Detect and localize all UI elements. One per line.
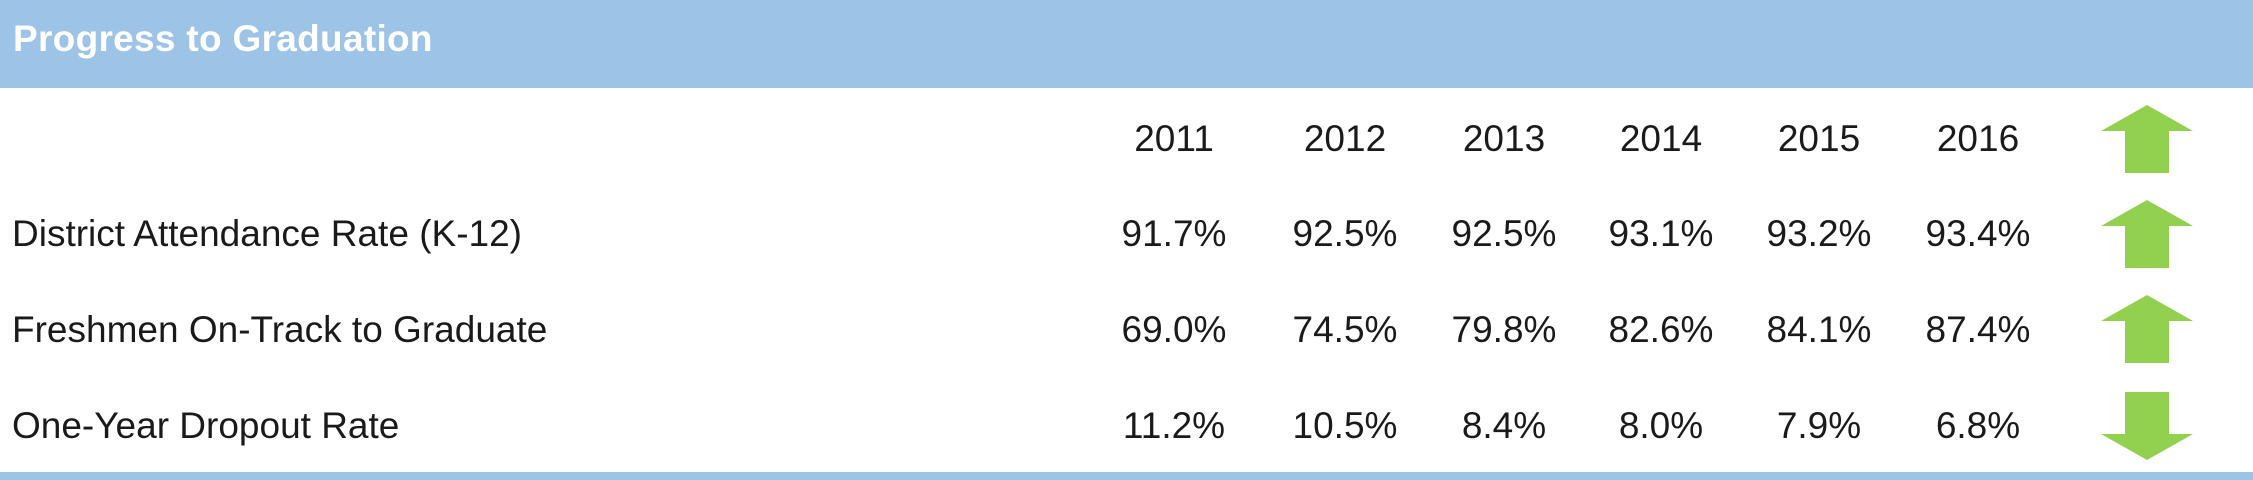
column-header-year: 2011 bbox=[1134, 118, 1214, 159]
bottom-rule bbox=[0, 472, 2253, 480]
column-header-year: 2014 bbox=[1619, 118, 1703, 159]
metric-value: 8.4% bbox=[1461, 405, 1547, 446]
metric-label: One-Year Dropout Rate bbox=[12, 405, 400, 446]
metric-value: 92.5% bbox=[1292, 213, 1398, 254]
metric-value: 79.8% bbox=[1451, 309, 1557, 350]
metric-value: 8.0% bbox=[1618, 405, 1704, 446]
metric-value: 93.1% bbox=[1608, 213, 1714, 254]
metric-value: 93.2% bbox=[1766, 213, 1872, 254]
metric-label: District Attendance Rate (K-12) bbox=[12, 213, 522, 254]
column-header-year: 2016 bbox=[1936, 118, 2020, 159]
column-header-year: 2013 bbox=[1462, 118, 1546, 159]
column-header-year: 2015 bbox=[1777, 118, 1861, 159]
metric-value: 6.8% bbox=[1935, 405, 2021, 446]
metric-value: 74.5% bbox=[1292, 309, 1398, 350]
metric-value: 84.1% bbox=[1766, 309, 1872, 350]
up-arrow-icon bbox=[2101, 295, 2193, 363]
column-header-year: 2012 bbox=[1303, 118, 1387, 159]
metric-value: 91.7% bbox=[1121, 213, 1227, 254]
metric-value: 87.4% bbox=[1925, 309, 2031, 350]
metric-value: 82.6% bbox=[1608, 309, 1714, 350]
section-header: Progress to Graduation bbox=[0, 0, 2253, 88]
metric-value: 11.2% bbox=[1122, 405, 1226, 446]
metric-value: 93.4% bbox=[1925, 213, 2031, 254]
up-arrow-icon bbox=[2101, 200, 2193, 268]
metric-label: Freshmen On-Track to Graduate bbox=[12, 309, 548, 350]
up-arrow-icon bbox=[2101, 105, 2193, 173]
metric-value: 92.5% bbox=[1451, 213, 1557, 254]
metric-value: 69.0% bbox=[1121, 309, 1227, 350]
metric-value: 7.9% bbox=[1776, 405, 1862, 446]
metric-value: 10.5% bbox=[1292, 405, 1398, 446]
down-arrow-icon bbox=[2101, 392, 2193, 460]
section-title: Progress to Graduation bbox=[13, 18, 433, 59]
